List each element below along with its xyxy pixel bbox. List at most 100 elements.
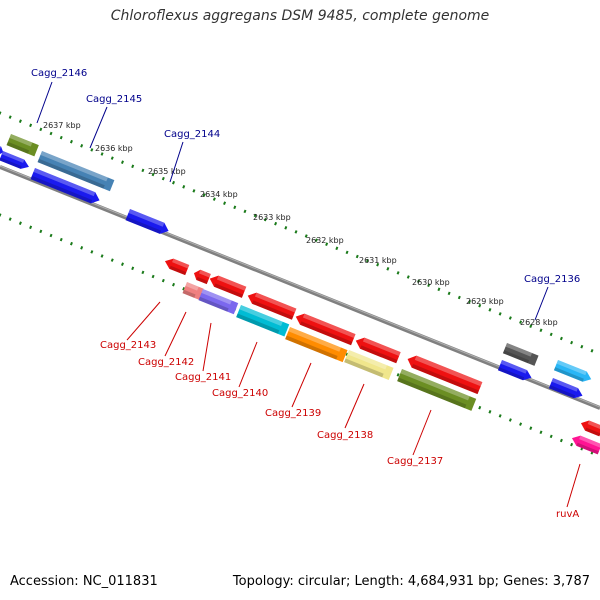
outer-tick-mark — [457, 295, 461, 300]
gene-label: Cagg_2137 — [387, 456, 443, 467]
inner-tick-mark — [69, 241, 73, 246]
outer-tick-mark — [488, 308, 492, 312]
gene-feature — [164, 258, 190, 276]
outer-tick-mark — [29, 123, 33, 128]
inner-tick-mark — [172, 282, 176, 287]
outer-tick-mark — [427, 283, 431, 287]
outer-tick-mark — [69, 139, 73, 144]
gene-feature — [30, 168, 100, 204]
inner-tick-mark — [59, 237, 63, 242]
gene-label: Cagg_2140 — [212, 388, 268, 399]
inner-tick-mark — [80, 246, 84, 250]
outer-tick-mark — [192, 189, 196, 193]
outer-tick-mark — [447, 291, 451, 296]
inner-tick-mark — [161, 278, 165, 283]
outer-tick-mark — [478, 303, 482, 308]
gene-feature — [198, 289, 239, 315]
gene-feature — [209, 275, 247, 298]
outer-tick-mark — [223, 201, 227, 205]
gene-label: Cagg_2136 — [524, 274, 580, 285]
callout-line — [534, 286, 549, 321]
gene-label: ruvA — [556, 509, 579, 520]
callout-line — [566, 463, 581, 508]
inner-tick-mark — [29, 225, 33, 230]
gene-label: Cagg_2142 — [138, 357, 194, 368]
ruler-tick-labels: 2637 kbp 2636 kbp 2635 kbp 2634 kbp 2633 kbp… — [43, 121, 558, 327]
outer-tick-mark — [243, 209, 247, 214]
inner-tick-mark — [90, 250, 94, 254]
ruler-tick-label: 2637 kbp — [43, 121, 81, 130]
outer-tick-mark — [49, 131, 53, 136]
callout-line — [202, 322, 212, 372]
inner-tick-mark — [39, 229, 43, 234]
outer-tick-mark — [365, 258, 369, 263]
gene-feature — [571, 435, 600, 455]
ruler-tick-label: 2633 kbp — [253, 213, 291, 222]
outer-tick-mark — [253, 213, 257, 218]
inner-tick-mark — [508, 418, 512, 422]
outer-tick-mark — [182, 185, 186, 189]
outer-tick-mark — [529, 324, 533, 328]
gene-label: Cagg_2144 — [164, 129, 220, 140]
gene-callouts: Cagg_2146 Cagg_2145 Cagg_2144 Cagg_2136 Cagg… — [31, 68, 581, 520]
outer-tick-mark — [100, 152, 104, 156]
gene-feature — [125, 209, 169, 234]
outer-tick-mark — [202, 193, 206, 197]
ruler-tick-label: 2635 kbp — [148, 167, 186, 176]
callout-line — [238, 341, 258, 388]
outer-tick-track — [0, 111, 594, 353]
gene-label: Cagg_2143 — [100, 340, 156, 351]
outer-tick-mark — [90, 148, 94, 152]
outer-tick-mark — [304, 234, 308, 238]
outer-tick-mark — [110, 156, 114, 160]
gene-feature — [182, 282, 204, 300]
gene-feature — [6, 134, 39, 157]
inner-tick-mark — [151, 274, 155, 279]
gene-label: Cagg_2139 — [265, 408, 321, 419]
inner-tick-mark — [478, 405, 482, 410]
outer-tick-mark — [8, 115, 12, 119]
inner-tick-mark — [131, 266, 135, 271]
outer-tick-mark — [498, 312, 502, 316]
inner-tick-mark — [345, 352, 349, 357]
ruler-tick-label: 2628 kbp — [520, 318, 558, 327]
gene-feature — [548, 378, 583, 399]
inner-tick-mark — [141, 270, 145, 275]
inner-tick-mark — [49, 233, 53, 238]
outer-tick-mark — [325, 242, 329, 246]
callout-line — [169, 141, 184, 183]
gene-label: Cagg_2138 — [317, 430, 373, 441]
inner-tick-mark — [488, 410, 492, 414]
gene-label: Cagg_2145 — [86, 94, 142, 105]
outer-tick-mark — [376, 262, 380, 267]
outer-tick-mark — [519, 320, 523, 324]
figure-title: Chloroflexus aggregans DSM 9485, complet… — [110, 8, 490, 24]
ruler-tick-label: 2629 kbp — [466, 297, 504, 306]
outer-tick-mark — [80, 144, 84, 148]
outer-tick-mark — [233, 205, 237, 210]
inner-tick-mark — [529, 426, 533, 430]
outer-tick-mark — [212, 197, 216, 201]
outer-tick-mark — [437, 287, 441, 292]
gene-feature — [355, 337, 401, 364]
outer-tick-mark — [172, 180, 176, 185]
outer-tick-mark — [417, 279, 420, 283]
accession-text: Accession: NC_011831 — [10, 574, 158, 589]
callout-line — [89, 106, 108, 149]
callout-line — [164, 311, 187, 357]
ruler-tick-label: 2632 kbp — [306, 236, 344, 245]
gene-feature — [247, 292, 297, 320]
outer-tick-mark — [590, 349, 594, 353]
outer-tick-mark — [580, 344, 584, 349]
gene-feature — [344, 350, 394, 380]
inner-tick-mark — [110, 258, 114, 262]
outer-tick-mark — [559, 336, 563, 341]
inner-tick-mark — [121, 262, 124, 266]
outer-tick-mark — [468, 299, 472, 304]
inner-tick-mark — [100, 254, 104, 258]
gene-feature — [295, 313, 356, 346]
outer-tick-mark — [141, 168, 145, 173]
inner-tick-mark — [519, 422, 523, 426]
outer-tick-mark — [121, 160, 124, 164]
inner-tick-mark — [8, 217, 12, 221]
